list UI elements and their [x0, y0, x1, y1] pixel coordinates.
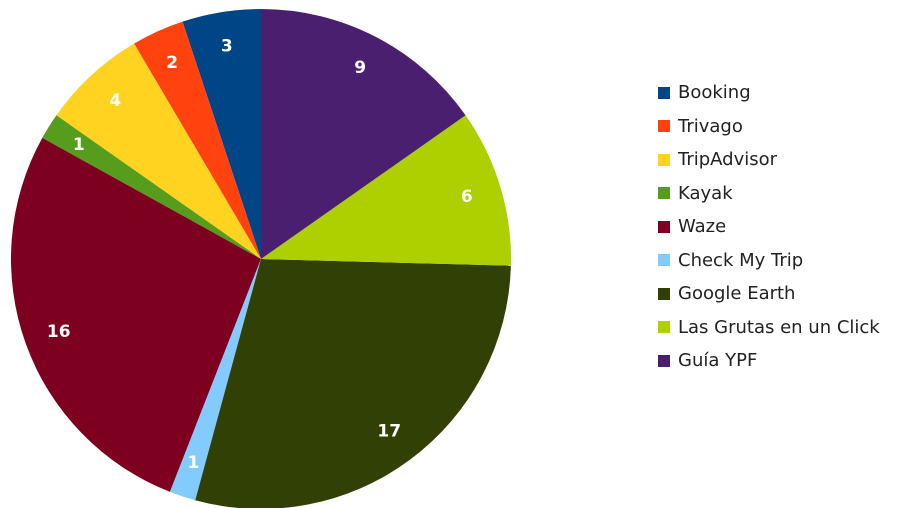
legend-item-kayak: Kayak	[658, 177, 880, 211]
legend-swatch	[658, 220, 670, 233]
pie-slice-guia-ypf	[261, 9, 466, 259]
legend-item-check-my-trip: Check My Trip	[658, 244, 880, 278]
legend-swatch	[658, 321, 670, 334]
data-label-booking: 3	[221, 37, 233, 57]
legend-label: TripAdvisor	[678, 149, 778, 171]
data-label-guia-ypf: 9	[354, 58, 366, 78]
legend-label: Check My Trip	[678, 249, 804, 271]
pie-slice-kayak	[42, 115, 261, 259]
legend-label: Booking	[678, 82, 751, 104]
legend-swatch	[658, 187, 670, 200]
legend-item-tripadvisor: TripAdvisor	[658, 143, 880, 177]
legend-swatch	[658, 287, 670, 300]
pie-data-labels: 3 2 4 1 16 1 17 6 9	[47, 37, 473, 473]
data-label-las-grutas-en-un-click: 6	[461, 187, 473, 207]
pie-slices	[10, 9, 511, 508]
legend-label: Kayak	[678, 182, 733, 204]
pie-slice-check-my-trip	[169, 259, 261, 501]
pie-slice-tripadvisor	[56, 43, 262, 259]
legend-item-trivago: Trivago	[658, 110, 880, 144]
pie-slice-trivago	[134, 21, 261, 259]
legend-swatch	[658, 120, 670, 133]
legend-item-las-grutas-en-un-click: Las Grutas en un Click	[658, 311, 880, 345]
legend-swatch	[658, 254, 670, 267]
legend-item-booking: Booking	[658, 76, 880, 110]
data-label-google-earth: 17	[377, 422, 401, 442]
legend-item-guia-ypf: Guía YPF	[658, 344, 880, 378]
legend-item-waze: Waze	[658, 210, 880, 244]
legend-item-google-earth: Google Earth	[658, 277, 880, 311]
data-label-trivago: 2	[166, 53, 178, 73]
data-label-waze: 16	[47, 322, 71, 342]
data-label-tripadvisor: 4	[109, 91, 121, 111]
chart-legend: Booking Trivago TripAdvisor Kayak Waze Check …	[658, 76, 880, 378]
legend-label: Google Earth	[678, 283, 796, 305]
data-label-check-my-trip: 1	[188, 453, 200, 473]
legend-swatch	[658, 354, 670, 367]
pie-slice-waze	[10, 137, 261, 492]
legend-label: Las Grutas en un Click	[678, 316, 880, 338]
data-label-kayak: 1	[73, 135, 85, 155]
legend-label: Guía YPF	[678, 350, 758, 372]
legend-swatch	[658, 153, 670, 166]
legend-label: Trivago	[678, 115, 743, 137]
pie-slice-las-grutas-en-un-click	[261, 115, 511, 266]
pie-slice-booking	[182, 9, 261, 259]
legend-label: Waze	[678, 216, 727, 238]
legend-swatch	[658, 86, 670, 99]
pie-slice-google-earth	[195, 259, 511, 508]
